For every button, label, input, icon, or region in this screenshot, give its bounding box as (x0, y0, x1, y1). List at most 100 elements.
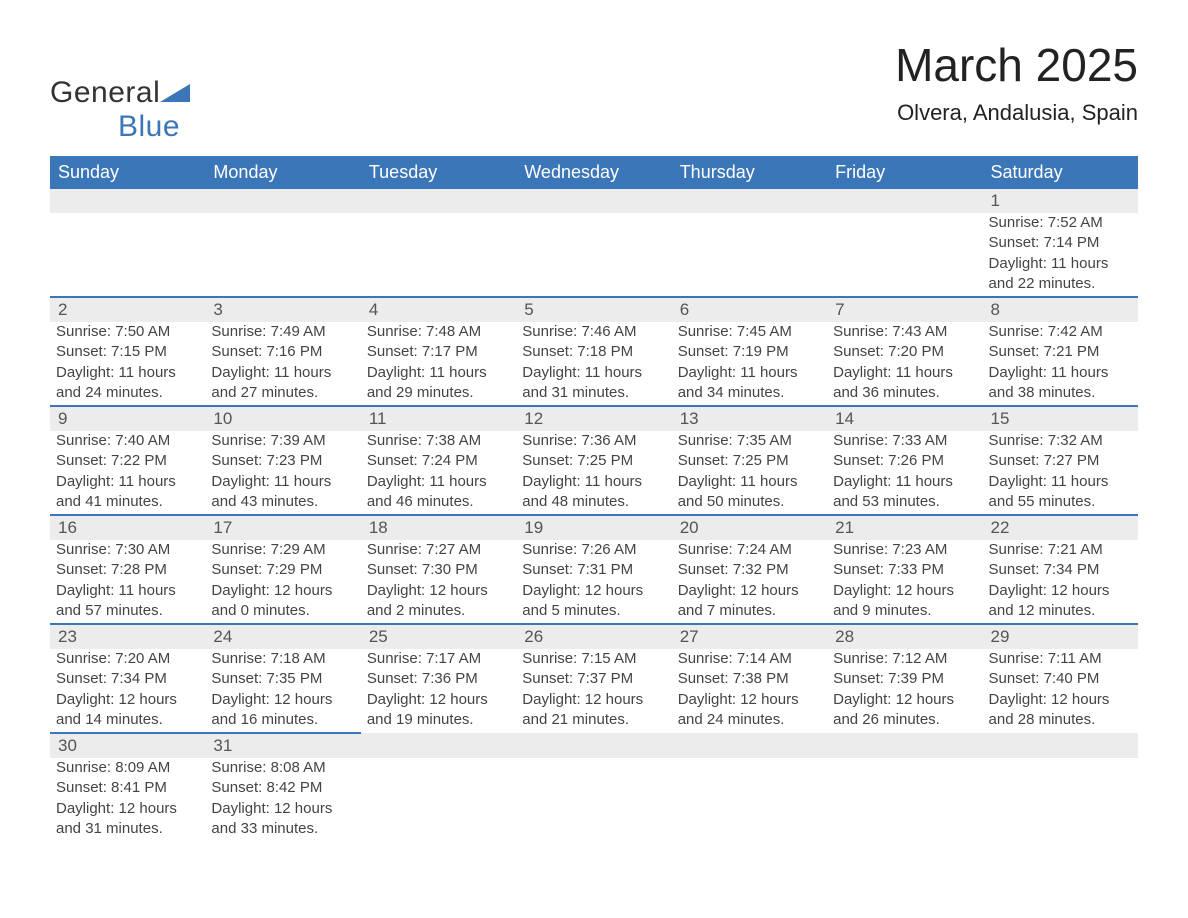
sunrise-label: Sunrise: 7:12 AM (833, 649, 976, 669)
dl2-label: and 43 minutes. (211, 492, 354, 512)
sunrise-label: Sunrise: 7:27 AM (367, 540, 510, 560)
sunset-label: Sunset: 7:15 PM (56, 342, 199, 362)
sunrise-label: Sunrise: 7:35 AM (678, 431, 821, 451)
day-content-row: Sunrise: 7:40 AMSunset: 7:22 PMDaylight:… (50, 431, 1138, 515)
sunrise-label: Sunrise: 7:32 AM (989, 431, 1132, 451)
sunset-label: Sunset: 7:25 PM (678, 451, 821, 471)
day-cell: Sunrise: 7:26 AMSunset: 7:31 PMDaylight:… (516, 540, 671, 624)
dl2-label: and 9 minutes. (833, 601, 976, 621)
dl1-label: Daylight: 11 hours (989, 472, 1132, 492)
dl1-label: Daylight: 11 hours (56, 472, 199, 492)
sunrise-label: Sunrise: 7:17 AM (367, 649, 510, 669)
dl2-label: and 38 minutes. (989, 383, 1132, 403)
day-cell: Sunrise: 7:38 AMSunset: 7:24 PMDaylight:… (361, 431, 516, 515)
dl2-label: and 31 minutes. (56, 819, 199, 839)
dl2-label: and 46 minutes. (367, 492, 510, 512)
dl2-label: and 26 minutes. (833, 710, 976, 730)
sunset-label: Sunset: 7:37 PM (522, 669, 665, 689)
day-cell: Sunrise: 7:21 AMSunset: 7:34 PMDaylight:… (983, 540, 1138, 624)
dl1-label: Daylight: 11 hours (989, 254, 1132, 274)
day-cell: Sunrise: 7:42 AMSunset: 7:21 PMDaylight:… (983, 322, 1138, 406)
sunset-label: Sunset: 8:42 PM (211, 778, 354, 798)
day-cell: Sunrise: 7:30 AMSunset: 7:28 PMDaylight:… (50, 540, 205, 624)
sunset-label: Sunset: 7:35 PM (211, 669, 354, 689)
sunrise-label: Sunrise: 7:36 AM (522, 431, 665, 451)
sunrise-label: Sunrise: 7:24 AM (678, 540, 821, 560)
day-cell: Sunrise: 7:39 AMSunset: 7:23 PMDaylight:… (205, 431, 360, 515)
dl1-label: Daylight: 12 hours (211, 581, 354, 601)
dl1-label: Daylight: 11 hours (211, 363, 354, 383)
day-number: 2 (50, 297, 205, 322)
day-cell: Sunrise: 7:29 AMSunset: 7:29 PMDaylight:… (205, 540, 360, 624)
day-cell: Sunrise: 7:33 AMSunset: 7:26 PMDaylight:… (827, 431, 982, 515)
sunset-label: Sunset: 7:38 PM (678, 669, 821, 689)
dl2-label: and 0 minutes. (211, 601, 354, 621)
day-cell: Sunrise: 7:17 AMSunset: 7:36 PMDaylight:… (361, 649, 516, 733)
sunset-label: Sunset: 7:18 PM (522, 342, 665, 362)
day-number: 28 (827, 624, 982, 649)
day-number: 9 (50, 406, 205, 431)
sunset-label: Sunset: 7:39 PM (833, 669, 976, 689)
dl1-label: Daylight: 11 hours (833, 472, 976, 492)
dl1-label: Daylight: 11 hours (211, 472, 354, 492)
day-number-row: 16171819202122 (50, 515, 1138, 540)
sunset-label: Sunset: 7:32 PM (678, 560, 821, 580)
dl1-label: Daylight: 12 hours (678, 581, 821, 601)
sunset-label: Sunset: 7:22 PM (56, 451, 199, 471)
day-cell-empty (516, 758, 671, 841)
day-number: 15 (983, 406, 1138, 431)
day-cell-empty (361, 758, 516, 841)
sunrise-label: Sunrise: 7:49 AM (211, 322, 354, 342)
dl1-label: Daylight: 12 hours (211, 690, 354, 710)
day-cell-empty (205, 213, 360, 297)
dl2-label: and 28 minutes. (989, 710, 1132, 730)
day-cell: Sunrise: 7:11 AMSunset: 7:40 PMDaylight:… (983, 649, 1138, 733)
dl2-label: and 22 minutes. (989, 274, 1132, 294)
dl2-label: and 24 minutes. (56, 383, 199, 403)
sunset-label: Sunset: 7:36 PM (367, 669, 510, 689)
day-number: 26 (516, 624, 671, 649)
dl1-label: Daylight: 11 hours (678, 472, 821, 492)
day-cell: Sunrise: 7:40 AMSunset: 7:22 PMDaylight:… (50, 431, 205, 515)
day-cell: Sunrise: 7:18 AMSunset: 7:35 PMDaylight:… (205, 649, 360, 733)
day-number-empty (827, 189, 982, 213)
dl2-label: and 31 minutes. (522, 383, 665, 403)
sunrise-label: Sunrise: 7:21 AM (989, 540, 1132, 560)
sunrise-label: Sunrise: 7:45 AM (678, 322, 821, 342)
dl2-label: and 53 minutes. (833, 492, 976, 512)
location-label: Olvera, Andalusia, Spain (895, 100, 1138, 126)
sunset-label: Sunset: 7:24 PM (367, 451, 510, 471)
sunrise-label: Sunrise: 7:52 AM (989, 213, 1132, 233)
dl2-label: and 12 minutes. (989, 601, 1132, 621)
day-number: 16 (50, 515, 205, 540)
dl2-label: and 21 minutes. (522, 710, 665, 730)
day-cell: Sunrise: 7:32 AMSunset: 7:27 PMDaylight:… (983, 431, 1138, 515)
day-header-tue: Tuesday (361, 156, 516, 189)
sunrise-label: Sunrise: 7:39 AM (211, 431, 354, 451)
day-cell: Sunrise: 7:43 AMSunset: 7:20 PMDaylight:… (827, 322, 982, 406)
day-number: 1 (983, 189, 1138, 213)
day-cell: Sunrise: 7:35 AMSunset: 7:25 PMDaylight:… (672, 431, 827, 515)
logo-text: General Blue (50, 76, 190, 143)
sunrise-label: Sunrise: 7:30 AM (56, 540, 199, 560)
day-number: 18 (361, 515, 516, 540)
calendar-body: 1Sunrise: 7:52 AMSunset: 7:14 PMDaylight… (50, 189, 1138, 841)
day-number-row: 23242526272829 (50, 624, 1138, 649)
sunrise-label: Sunrise: 7:29 AM (211, 540, 354, 560)
day-cell-empty (827, 758, 982, 841)
day-cell-empty (983, 758, 1138, 841)
day-number: 31 (205, 733, 360, 758)
day-cell: Sunrise: 7:12 AMSunset: 7:39 PMDaylight:… (827, 649, 982, 733)
day-content-row: Sunrise: 8:09 AMSunset: 8:41 PMDaylight:… (50, 758, 1138, 841)
sunrise-label: Sunrise: 7:11 AM (989, 649, 1132, 669)
day-number: 14 (827, 406, 982, 431)
day-number: 5 (516, 297, 671, 322)
day-content-row: Sunrise: 7:20 AMSunset: 7:34 PMDaylight:… (50, 649, 1138, 733)
day-cell: Sunrise: 7:15 AMSunset: 7:37 PMDaylight:… (516, 649, 671, 733)
day-number: 25 (361, 624, 516, 649)
day-number: 29 (983, 624, 1138, 649)
day-number-empty (672, 189, 827, 213)
day-cell: Sunrise: 7:52 AMSunset: 7:14 PMDaylight:… (983, 213, 1138, 297)
sunrise-label: Sunrise: 7:18 AM (211, 649, 354, 669)
dl2-label: and 16 minutes. (211, 710, 354, 730)
